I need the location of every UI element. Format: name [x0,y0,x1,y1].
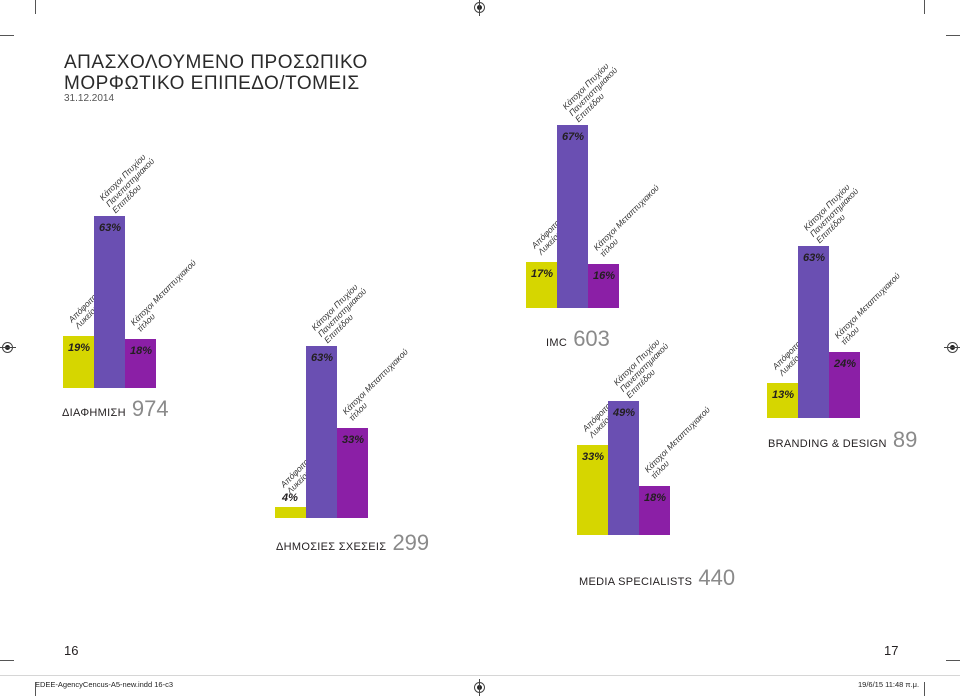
bar-university [306,346,337,518]
category-label-university: Κάτοχοι Πτυχίου Πανεπιστημιακού Επιπέδου [611,336,671,401]
bar-postgrad [125,339,156,388]
data-label-postgrad: 18% [644,492,667,504]
group-name: BRANDING & DESIGN [768,438,887,450]
bar-university [557,125,588,308]
group-label: IMC 603 [546,326,610,352]
bar-lyceum [63,336,94,388]
registration-mark-left-icon [0,342,16,353]
category-label-postgrad: Κάτοχοι Μεταπτυχιακού τίτλου [128,257,199,334]
bar-postgrad [337,428,368,518]
footer-file-info: EDEE-AgencyCencus-A5-new.indd 16-c3 [35,680,173,689]
data-label-postgrad: 16% [593,270,616,282]
page-number-left: 16 [64,643,79,658]
crop-mark-right-bottom-icon [946,660,960,661]
report-date: 31.12.2014 [64,93,115,104]
group-count: 603 [567,326,610,351]
page-title-line-1: ΑΠΑΣΧΟΛΟΥΜΕΝΟ ΠΡΟΣΩΠΙΚΟ [64,52,368,73]
group-name: IMC [546,337,568,349]
bar-postgrad [829,352,860,418]
category-label-university: Κάτοχοι Πτυχίου Πανεπιστημιακού Επιπέδου [801,181,861,246]
bar-lyceum [767,383,798,418]
crop-mark-left-bottom-icon [0,660,14,661]
category-label-postgrad: Κάτοχοι Μεταπτυχιακού τίτλου [642,404,713,481]
bar-postgrad [588,264,619,308]
data-label-lyceum: 33% [582,451,605,463]
crop-mark-top-right-icon [924,0,925,14]
group-count: 89 [886,427,918,452]
group-label: ΔΙΑΦΗΜΙΣΗ 974 [62,396,169,422]
data-label-university: 67% [562,131,585,143]
category-label-postgrad: Κάτοχοι Μεταπτυχιακού τίτλου [340,346,411,423]
bar-lyceum [526,262,557,308]
group-name: MEDIA SPECIALISTS [579,576,693,588]
data-label-university: 63% [99,222,122,234]
group-label: BRANDING & DESIGN 89 [768,427,917,453]
crop-mark-left-top-icon [0,35,14,36]
bar-lyceum [577,445,608,535]
group-count: 299 [386,530,430,555]
bar-postgrad [639,486,670,535]
category-label-university: Κάτοχοι Πτυχίου Πανεπιστημιακού Επιπέδου [97,151,157,216]
category-label-postgrad: Κάτοχοι Μεταπτυχιακού τίτλου [591,182,662,259]
data-label-postgrad: 24% [834,358,857,370]
crop-mark-bottom-right-icon [924,682,925,696]
footer-timestamp: 19/6/15 11:48 π.μ. [858,680,920,689]
category-label-university: Κάτοχοι Πτυχίου Πανεπιστημιακού Επιπέδου [309,281,369,346]
registration-mark-top-icon [474,0,485,16]
data-label-university: 63% [803,252,826,264]
category-label-university: Κάτοχοι Πτυχίου Πανεπιστημιακού Επιπέδου [560,60,620,125]
bar-university [94,216,125,388]
group-label: ΔΗΜΟΣΙΕΣ ΣΧΕΣΕΙΣ 299 [276,530,429,556]
data-label-lyceum: 17% [531,268,554,280]
crop-mark-top-left-icon [35,0,36,14]
data-label-lyceum: 13% [772,389,795,401]
crop-mark-right-top-icon [946,35,960,36]
bar-university [608,401,639,535]
registration-mark-right-icon [944,342,960,353]
data-label-university: 49% [613,407,636,419]
data-label-postgrad: 18% [130,345,153,357]
bar-lyceum [275,507,306,518]
crop-mark-bottom-left-icon [35,682,36,696]
data-label-university: 63% [311,352,334,364]
group-label: MEDIA SPECIALISTS 440 [579,565,735,591]
group-name: ΔΗΜΟΣΙΕΣ ΣΧΕΣΕΙΣ [276,541,387,553]
group-name: ΔΙΑΦΗΜΙΣΗ [62,407,126,419]
group-count: 974 [125,396,169,421]
data-label-lyceum: 19% [68,342,91,354]
registration-mark-bottom-icon [474,679,485,696]
page-title-line-2: ΜΟΡΦΩΤΙΚΟ ΕΠΙΠΕΔΟ/ΤΟΜΕΙΣ [64,73,360,94]
group-count: 440 [692,565,736,590]
footer-rule [0,675,960,676]
page-number-right: 17 [884,643,899,658]
data-label-postgrad: 33% [342,434,365,446]
bar-university [798,246,829,418]
category-label-postgrad: Κάτοχοι Μεταπτυχιακού τίτλου [832,270,903,347]
data-label-lyceum: 4% [282,492,298,504]
